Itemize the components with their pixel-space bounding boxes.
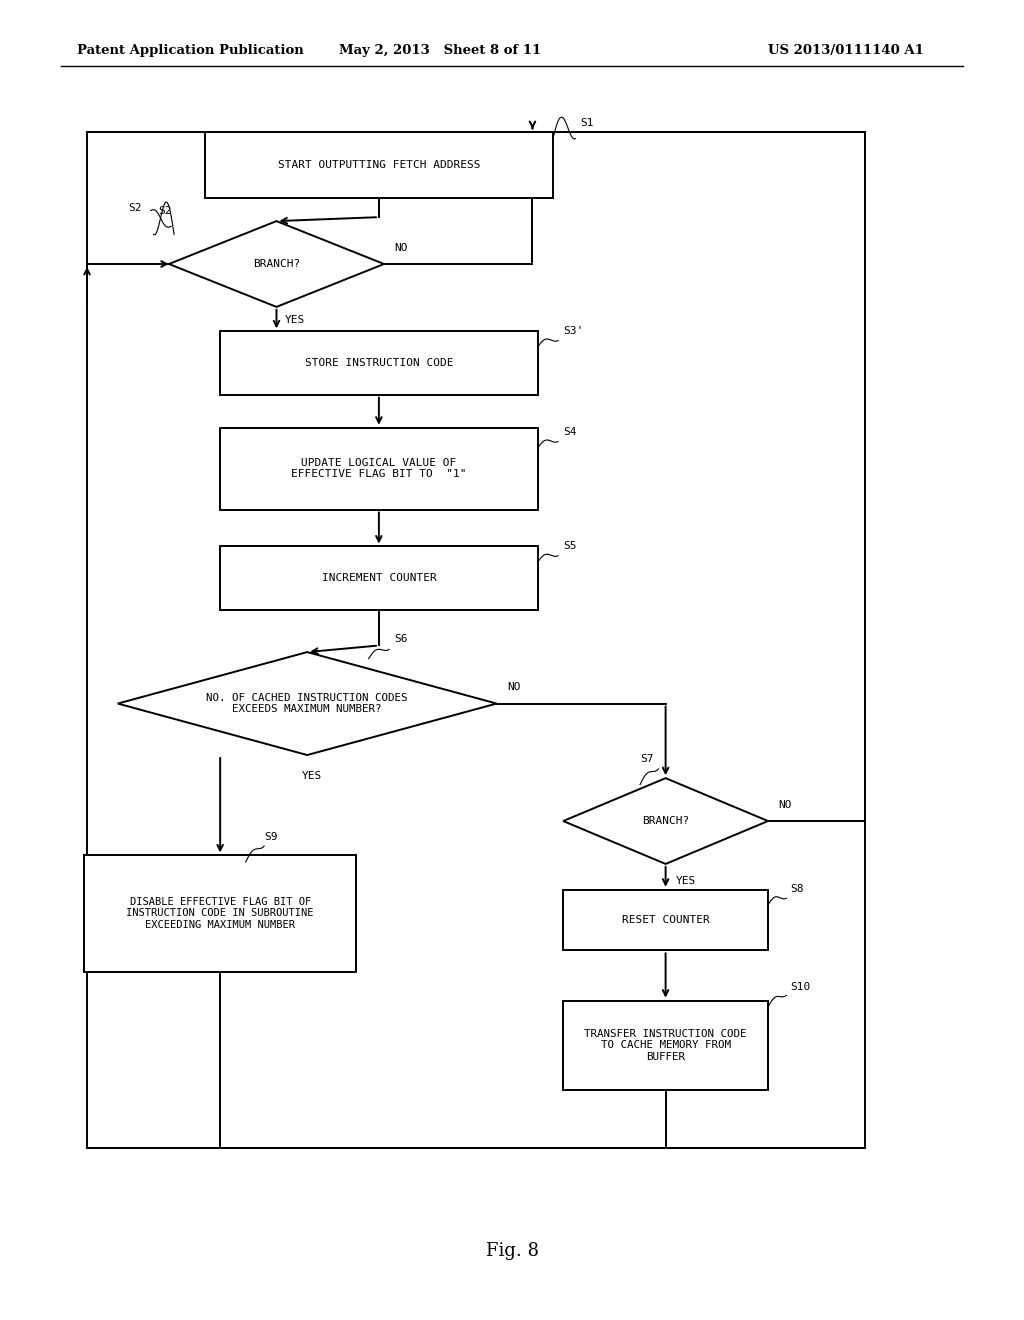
FancyBboxPatch shape [205, 132, 553, 198]
FancyBboxPatch shape [220, 428, 538, 510]
Text: S10: S10 [791, 982, 811, 993]
Text: S4: S4 [563, 426, 577, 437]
FancyBboxPatch shape [84, 855, 356, 972]
FancyBboxPatch shape [220, 331, 538, 395]
Polygon shape [118, 652, 497, 755]
Text: RESET COUNTER: RESET COUNTER [622, 915, 710, 925]
Text: STORE INSTRUCTION CODE: STORE INSTRUCTION CODE [304, 358, 454, 368]
Text: May 2, 2013   Sheet 8 of 11: May 2, 2013 Sheet 8 of 11 [339, 44, 542, 57]
Text: S2: S2 [128, 202, 141, 213]
Text: S6: S6 [394, 634, 408, 644]
Text: S9: S9 [264, 832, 278, 842]
Text: YES: YES [285, 314, 305, 325]
Text: S1: S1 [581, 117, 594, 128]
Text: S8: S8 [791, 883, 804, 894]
Text: START OUTPUTTING FETCH ADDRESS: START OUTPUTTING FETCH ADDRESS [278, 160, 480, 170]
Polygon shape [169, 220, 384, 306]
Polygon shape [563, 777, 768, 863]
Text: Fig. 8: Fig. 8 [485, 1242, 539, 1261]
Text: S7: S7 [640, 754, 653, 764]
Text: S5: S5 [563, 541, 577, 552]
Text: TRANSFER INSTRUCTION CODE
TO CACHE MEMORY FROM
BUFFER: TRANSFER INSTRUCTION CODE TO CACHE MEMOR… [585, 1028, 746, 1063]
Text: NO: NO [507, 682, 520, 693]
Text: UPDATE LOGICAL VALUE OF
EFFECTIVE FLAG BIT TO  "1": UPDATE LOGICAL VALUE OF EFFECTIVE FLAG B… [291, 458, 467, 479]
Text: Patent Application Publication: Patent Application Publication [77, 44, 303, 57]
Text: BRANCH?: BRANCH? [642, 816, 689, 826]
Text: NO: NO [394, 243, 408, 253]
Text: DISABLE EFFECTIVE FLAG BIT OF
INSTRUCTION CODE IN SUBROUTINE
EXCEEDING MAXIMUM N: DISABLE EFFECTIVE FLAG BIT OF INSTRUCTIO… [126, 896, 314, 931]
Text: NO: NO [778, 800, 792, 810]
FancyBboxPatch shape [563, 1001, 768, 1090]
Text: US 2013/0111140 A1: US 2013/0111140 A1 [768, 44, 924, 57]
Text: YES: YES [302, 771, 323, 781]
Text: S3': S3' [563, 326, 584, 337]
FancyBboxPatch shape [220, 546, 538, 610]
Text: NO. OF CACHED INSTRUCTION CODES
EXCEEDS MAXIMUM NUMBER?: NO. OF CACHED INSTRUCTION CODES EXCEEDS … [207, 693, 408, 714]
Text: BRANCH?: BRANCH? [253, 259, 300, 269]
Text: YES: YES [676, 875, 696, 886]
Text: S2: S2 [159, 206, 172, 215]
FancyBboxPatch shape [563, 890, 768, 950]
Text: INCREMENT COUNTER: INCREMENT COUNTER [322, 573, 436, 583]
